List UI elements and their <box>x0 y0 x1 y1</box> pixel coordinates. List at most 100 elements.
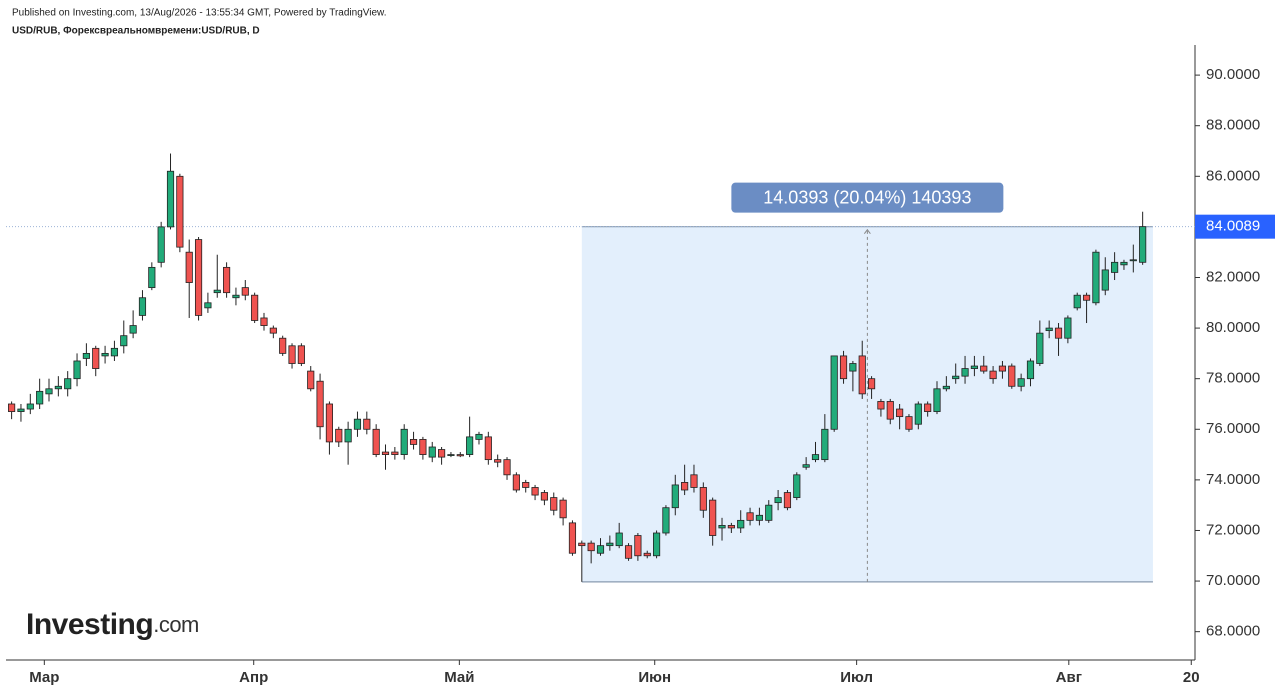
symbol-title: USD/RUB, Форексвреальномвремени:USD/RUB,… <box>12 26 260 37</box>
candle-body <box>297 345 305 364</box>
candle-body <box>606 542 614 547</box>
candle-body <box>484 436 492 461</box>
candle-body <box>438 449 446 458</box>
candle-body <box>8 403 16 412</box>
x-tick-label: Май <box>444 669 474 686</box>
candle-body <box>45 388 53 395</box>
candle-body <box>933 388 941 412</box>
candle-body <box>746 512 754 521</box>
candle-body <box>1082 294 1091 301</box>
candle-body <box>1120 261 1128 266</box>
candle-body <box>447 454 455 456</box>
y-tick-label: 70.0000 <box>1206 572 1260 589</box>
candle-body <box>120 335 128 347</box>
x-tick-label: Авг <box>1056 669 1082 686</box>
candle-body <box>26 403 34 410</box>
candle-body <box>643 552 651 557</box>
x-tick-label: Июл <box>840 669 873 686</box>
candle-body <box>699 487 707 511</box>
candle-body <box>101 352 109 357</box>
candle-body <box>587 542 595 552</box>
candle-body <box>194 239 203 316</box>
candle-body <box>830 355 838 430</box>
y-tick-label: 86.0000 <box>1206 167 1260 184</box>
candle-body <box>409 438 418 445</box>
measure-label-bg <box>731 182 1004 213</box>
candle-body <box>17 408 25 412</box>
candle-body <box>475 433 483 440</box>
logo-name: Investing <box>26 608 153 641</box>
candle-body <box>335 428 343 443</box>
candle-body <box>793 474 801 498</box>
y-tick-label: 78.0000 <box>1206 370 1260 387</box>
candle-body <box>512 474 520 491</box>
candle-body <box>213 289 221 294</box>
y-tick-label: 72.0000 <box>1206 521 1260 538</box>
candle-body <box>896 408 904 418</box>
candle-body <box>540 492 548 501</box>
candle-body <box>185 251 193 283</box>
last-price-bg <box>1195 214 1275 239</box>
candle-body <box>858 355 866 395</box>
y-tick-label: 80.0000 <box>1206 319 1260 336</box>
candle-body <box>129 325 137 334</box>
candle-body <box>176 175 184 248</box>
candle-body <box>961 368 969 377</box>
candle-body <box>662 507 670 534</box>
candle-body <box>157 226 165 263</box>
candle-body <box>241 287 249 296</box>
logo-suffix: .com <box>153 612 199 637</box>
candle-body <box>381 451 390 455</box>
y-tick-label: 76.0000 <box>1206 420 1260 437</box>
y-tick-label: 68.0000 <box>1206 623 1260 640</box>
candle-body <box>802 464 810 468</box>
measure-label: 14.0393 (20.04%) 140393 <box>763 187 971 207</box>
candle-body <box>867 378 876 390</box>
candle-body <box>1017 378 1025 387</box>
candle-body <box>690 474 698 488</box>
candle-body <box>148 266 156 289</box>
x-tick-label: Июн <box>638 669 671 686</box>
candle-body <box>307 370 315 390</box>
candle-body <box>653 532 661 557</box>
logo: Investing.com <box>26 608 199 641</box>
candle-body <box>839 355 848 380</box>
candle-body <box>503 459 511 476</box>
candle-body <box>531 487 539 496</box>
candle-body <box>1064 317 1072 339</box>
candle-body <box>952 375 960 380</box>
published-note: Published on Investing.com, 13/Aug/2026 … <box>12 8 387 19</box>
candle-body <box>849 363 857 372</box>
candle-body <box>166 170 175 228</box>
x-tick-label: Мар <box>29 669 59 686</box>
candle-body <box>1026 360 1035 380</box>
candle-body <box>73 360 81 380</box>
candle-body <box>1139 226 1147 263</box>
candle-body <box>1045 327 1053 332</box>
candle-body <box>737 519 745 529</box>
candle-body <box>344 428 352 443</box>
y-tick-label: 90.0000 <box>1206 66 1260 83</box>
candle-body <box>372 428 380 455</box>
candle-body <box>110 347 119 357</box>
y-tick-label: 82.0000 <box>1206 268 1260 285</box>
candle-body <box>223 266 231 294</box>
candle-body <box>1073 294 1081 309</box>
candle-body <box>400 428 408 455</box>
candle-body <box>634 535 642 557</box>
candle-body <box>905 416 913 430</box>
candle-body <box>260 317 268 326</box>
y-tick-label: 74.0000 <box>1206 471 1260 488</box>
candle-body <box>681 482 689 491</box>
candle-body <box>363 418 371 430</box>
candle-body <box>1054 327 1063 339</box>
candle-body <box>578 542 586 547</box>
candle-body <box>718 525 726 529</box>
candle-body <box>494 459 502 463</box>
candle-body <box>924 403 932 412</box>
candle-body <box>765 504 773 521</box>
candle-body <box>391 451 399 455</box>
candle-body <box>466 436 474 455</box>
x-tick-label: 20 <box>1183 669 1200 686</box>
candle-body <box>269 327 277 334</box>
